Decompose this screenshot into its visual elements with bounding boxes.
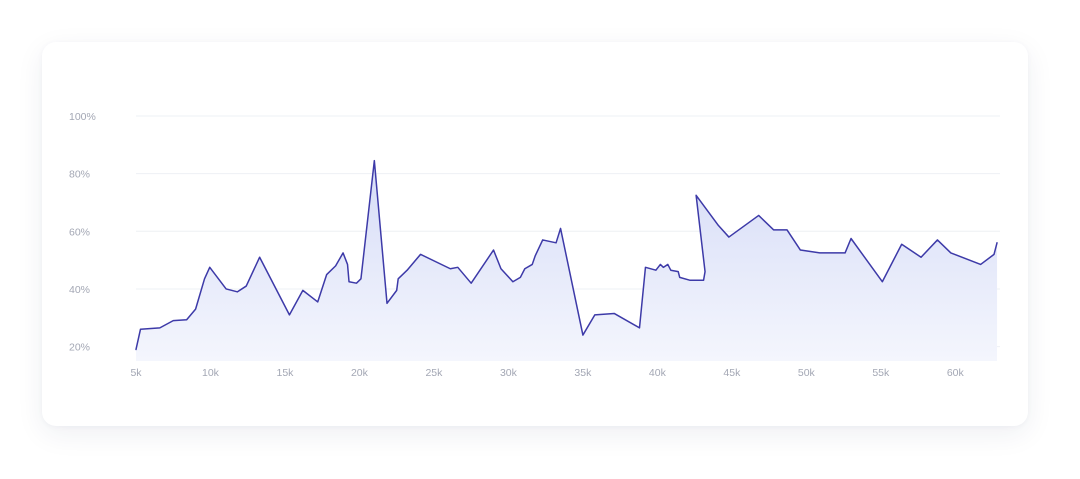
x-tick-label: 50k — [798, 367, 816, 379]
x-tick-label: 60k — [947, 367, 965, 379]
x-tick-label: 15k — [276, 367, 294, 379]
y-tick-label: 100% — [69, 111, 96, 123]
x-tick-label: 40k — [649, 367, 667, 379]
y-tick-label: 20% — [69, 342, 90, 354]
x-tick-label: 35k — [574, 367, 592, 379]
x-tick-label: 25k — [425, 367, 443, 379]
y-tick-label: 40% — [69, 284, 90, 296]
x-tick-label: 10k — [202, 367, 220, 379]
x-tick-label: 20k — [351, 367, 369, 379]
x-tick-label: 30k — [500, 367, 518, 379]
y-axis: 20% 40% 60% 80% 100% — [69, 111, 96, 354]
y-tick-label: 60% — [69, 226, 90, 238]
y-tick-label: 80% — [69, 169, 90, 181]
x-tick-label: 55k — [872, 367, 890, 379]
x-tick-label: 5k — [130, 367, 142, 379]
x-axis: 5k 10k 15k 20k 25k 30k 35k 40k 45k 50k 55k 60k — [130, 367, 964, 379]
x-tick-label: 45k — [723, 367, 741, 379]
